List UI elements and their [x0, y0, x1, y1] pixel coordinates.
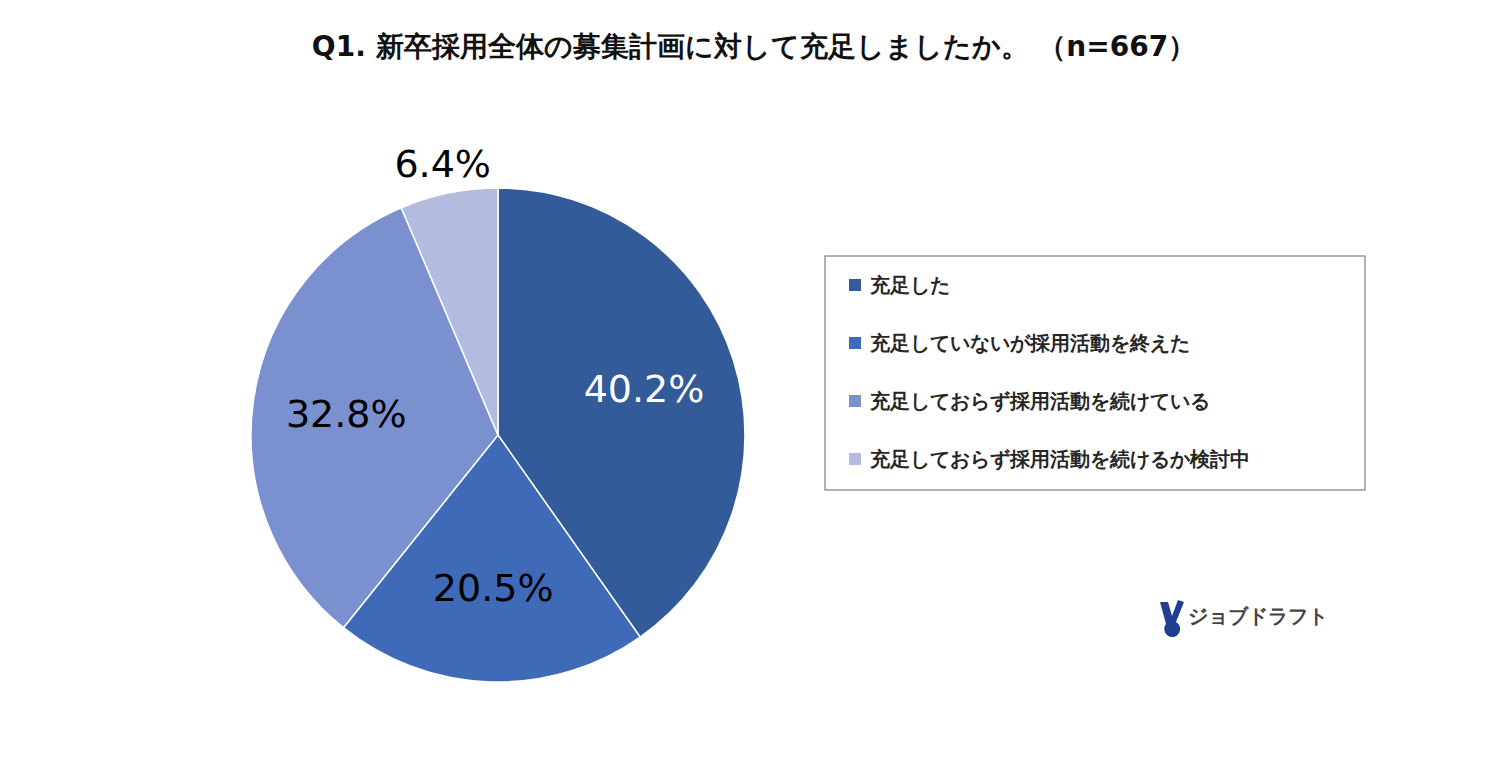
data-label: 6.4% [394, 142, 491, 186]
data-label: 20.5% [433, 566, 554, 610]
title: Q1. 新卒採用全体の募集計画に対して充足しましたか。 （n=667） [312, 30, 1196, 63]
annotation: ジョブドラフト [1188, 604, 1328, 628]
pie-slice [401, 188, 498, 435]
legend-swatch [849, 453, 861, 465]
data-label: 40.2% [584, 367, 705, 411]
legend-swatch [849, 279, 861, 291]
pie [251, 188, 745, 682]
chart: Q1. 新卒採用全体の募集計画に対して充足しましたか。 （n=667） 40.2%… [0, 0, 1509, 760]
legend-label: 充足した [869, 273, 950, 297]
logo-icon [1160, 600, 1184, 637]
data-labels: 40.2% 20.5% 32.8% 6.4% [286, 142, 704, 610]
legend: 充足した充足していないが採用活動を終えた充足しておらず採用活動を続けている充足し… [825, 256, 1365, 490]
legend-swatch [849, 395, 861, 407]
legend-label: 充足していないが採用活動を終えた [869, 331, 1190, 355]
legend-label: 充足しておらず採用活動を続けている [869, 389, 1210, 413]
legend-label: 充足しておらず採用活動を続けるか検討中 [869, 447, 1250, 471]
data-label: 32.8% [286, 392, 407, 436]
legend-swatch [849, 337, 861, 349]
logo: ジョブドラフト [1160, 600, 1328, 637]
legend-frame [825, 256, 1365, 490]
